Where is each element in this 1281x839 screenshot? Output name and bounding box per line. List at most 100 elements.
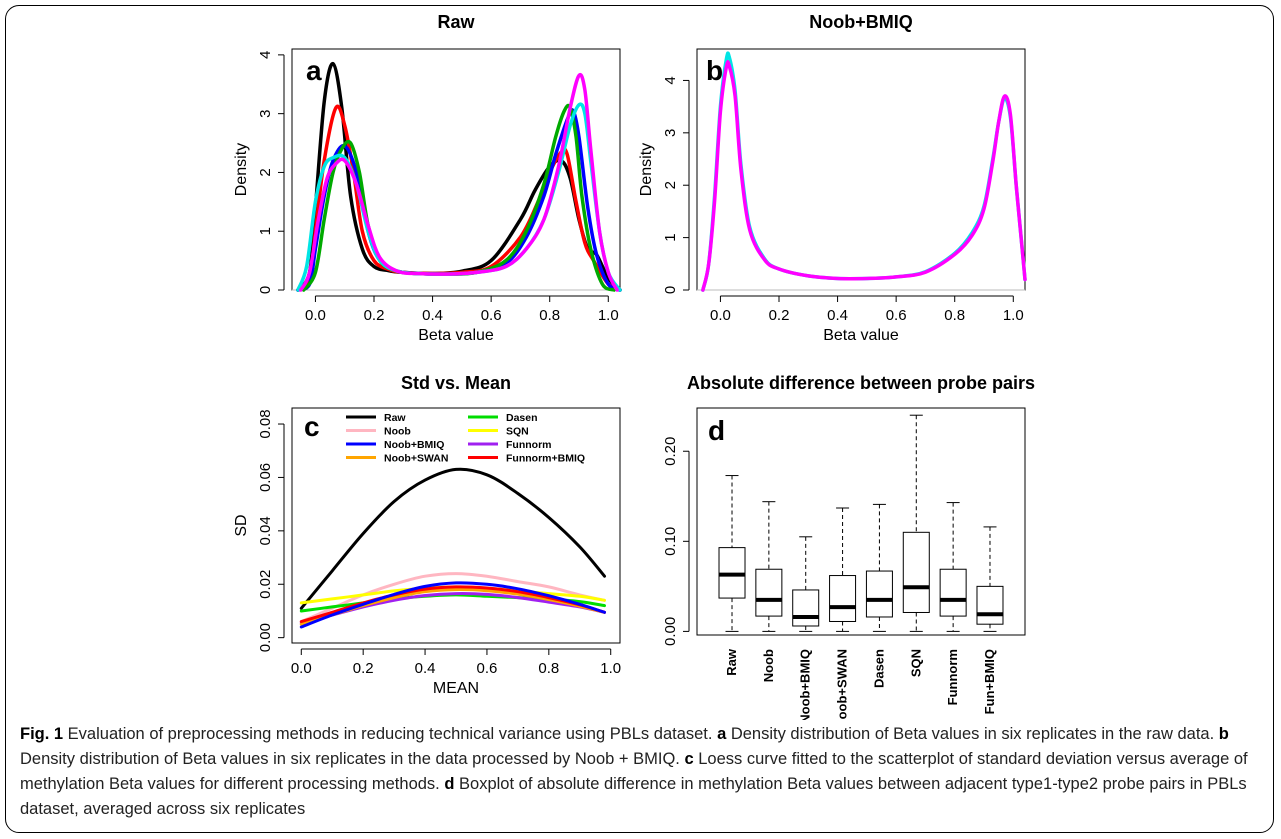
box-iqr <box>792 589 820 627</box>
box-iqr <box>902 531 930 613</box>
panel-a-y-axis: 0 1 2 3 4 <box>257 51 285 294</box>
x-tick-label: 0.0 <box>291 660 312 677</box>
category-label: Raw <box>724 648 739 676</box>
y-tick-label: 3 <box>662 129 679 137</box>
y-tick-label: 1 <box>662 233 679 241</box>
box-Funnorm <box>939 502 967 632</box>
x-tick-label: 1.0 <box>598 307 619 324</box>
legend-entry: Noob+SWAN <box>384 453 448 465</box>
panel-c-y-axis: 0.00 0.02 0.04 0.06 0.08 <box>257 409 285 652</box>
caption-b-label: b <box>1218 725 1229 743</box>
panel-b-series-line <box>701 60 1027 292</box>
caption-c-label: c <box>684 750 694 768</box>
panel-b-letter: b <box>706 55 723 86</box>
panel-b-plot-frame <box>696 48 1026 291</box>
y-tick-label: 0.02 <box>257 570 274 599</box>
category-label: Noob+SWAN <box>835 649 850 720</box>
legend-entry: Raw <box>384 412 406 424</box>
caption-fig-label: Fig. 1 <box>20 725 64 743</box>
x-tick-label: 1.0 <box>600 660 621 677</box>
panel-a-x-axis-label: Beta value <box>418 327 494 344</box>
x-tick-label: 1.0 <box>1003 307 1024 324</box>
box-Raw <box>718 475 746 632</box>
y-tick-label: 0 <box>257 286 274 294</box>
panel-c-x-axis: 0.0 0.2 0.4 0.6 0.8 1.0 <box>291 648 621 677</box>
x-tick-label: 0.6 <box>477 660 498 677</box>
box-iqr <box>755 568 783 617</box>
panel-c-title: Std vs. Mean <box>401 373 511 393</box>
x-tick-label: 0.8 <box>539 307 560 324</box>
figure-caption: Fig. 1 Evaluation of preprocessing metho… <box>20 722 1260 822</box>
box-Noob+SWAN <box>829 507 857 632</box>
x-tick-label: 0.0 <box>710 307 731 324</box>
y-tick-label: 0.20 <box>662 437 679 466</box>
y-tick-label: 0.06 <box>257 463 274 492</box>
legend-entry: Noob <box>384 426 411 438</box>
caption-a-label: a <box>717 725 727 743</box>
y-tick-label: 0.04 <box>257 516 274 545</box>
panel-b-y-axis: 0 1 2 3 4 <box>662 76 690 294</box>
caption-d-text: Boxplot of absolute difference in methyl… <box>20 775 1247 818</box>
box-iqr <box>976 585 1004 625</box>
category-label: SQN <box>908 649 923 677</box>
x-tick-label: 0.6 <box>886 307 907 324</box>
x-tick-label: 0.4 <box>827 307 848 324</box>
x-tick-label: 0.2 <box>364 307 385 324</box>
box-Fun+BMIQ <box>976 526 1004 632</box>
panel-a-y-axis-label: Density <box>233 143 250 196</box>
x-tick-label: 0.2 <box>769 307 790 324</box>
y-tick-label: 2 <box>257 168 274 176</box>
panel-b-x-axis-label: Beta value <box>823 327 899 344</box>
x-tick-label: 0.0 <box>305 307 326 324</box>
caption-a-text: Density distribution of Beta values in s… <box>726 725 1219 743</box>
x-tick-label: 0.2 <box>353 660 374 677</box>
panel-c-y-axis-label: SD <box>233 514 250 536</box>
box-Noob+BMIQ <box>792 536 820 632</box>
y-tick-label: 0 <box>662 286 679 294</box>
y-tick-label: 4 <box>662 76 679 84</box>
category-label: Funnorm <box>945 649 960 705</box>
x-tick-label: 0.8 <box>538 660 559 677</box>
figure-frame <box>5 5 1274 833</box>
panel-c-series-line <box>299 581 606 629</box>
panel-b-y-axis-label: Density <box>638 143 655 196</box>
panel-c-legend: RawNoobNoob+BMIQNoob+SWANDasenSQNFunnorm… <box>346 412 585 465</box>
panel-a-x-axis: 0.0 0.2 0.4 0.6 0.8 1.0 <box>305 295 619 324</box>
panel-b-series-line <box>701 51 1027 292</box>
box-Noob <box>755 501 783 632</box>
box-Dasen <box>865 503 893 632</box>
y-tick-label: 4 <box>257 51 274 59</box>
x-tick-label: 0.8 <box>944 307 965 324</box>
caption-intro: Evaluation of preprocessing methods in r… <box>63 725 718 743</box>
panel-c-series-line <box>299 467 606 610</box>
panel-c-letter: c <box>304 411 320 442</box>
caption-c-text: Loess curve fitted to the scatterplot of… <box>20 750 1248 793</box>
box-iqr <box>829 575 857 622</box>
legend-entry: Noob+BMIQ <box>384 439 444 451</box>
panel-c-x-axis-label: MEAN <box>433 680 479 697</box>
category-label: Noob+BMIQ <box>798 649 813 720</box>
legend-entry: Funnorm <box>506 439 552 451</box>
panel-d-title: Absolute difference between probe pairs <box>687 373 1035 393</box>
box-SQN <box>902 414 930 632</box>
x-tick-label: 0.4 <box>415 660 436 677</box>
y-tick-label: 3 <box>257 109 274 117</box>
figure-canvas: Raw 0 1 2 3 4 Density 0.0 0.2 0.4 0.6 0.8 1.0 Beta va… <box>233 12 1035 720</box>
legend-entry: SQN <box>506 426 529 438</box>
y-tick-label: 1 <box>257 227 274 235</box>
category-label: Dasen <box>871 649 886 688</box>
category-label: Fun+BMIQ <box>982 649 997 714</box>
y-tick-label: 0.10 <box>662 527 679 556</box>
panel-c-plot-frame <box>291 407 621 644</box>
legend-entry: Funnorm+BMIQ <box>506 453 585 465</box>
panel-a-title: Raw <box>437 12 475 32</box>
panel-d-letter: d <box>708 415 725 446</box>
category-label: Noob <box>761 649 776 682</box>
legend-entry: Dasen <box>506 412 538 424</box>
box-iqr <box>865 570 893 618</box>
y-tick-label: 2 <box>662 181 679 189</box>
panel-b-title: Noob+BMIQ <box>809 12 913 32</box>
x-tick-label: 0.4 <box>422 307 443 324</box>
y-tick-label: 0.08 <box>257 409 274 438</box>
panel-c-series-line <box>299 572 606 624</box>
